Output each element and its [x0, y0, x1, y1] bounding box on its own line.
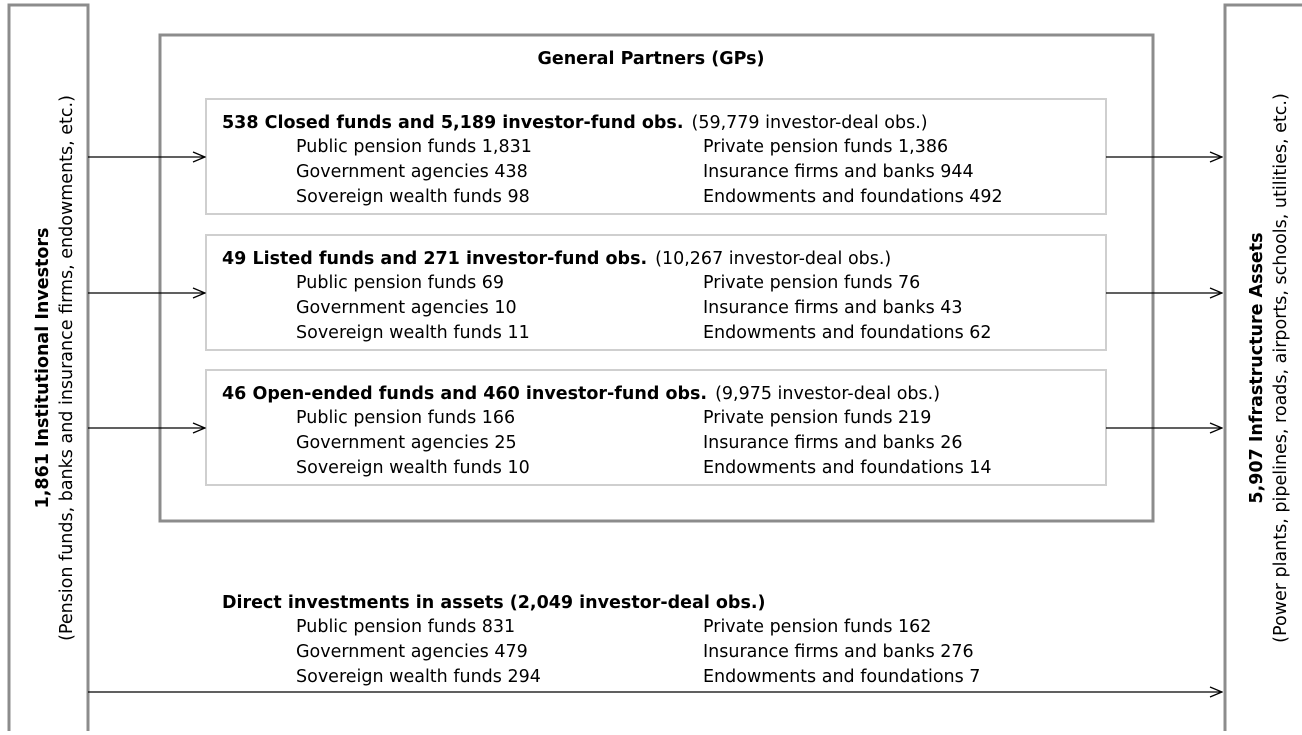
fund-heading: 538 Closed funds and 5,189 investor-fund…: [222, 113, 928, 133]
item: Private pension funds 76: [703, 273, 920, 293]
fund-note: (10,267 investor-deal obs.): [655, 249, 891, 269]
assets-box: [1223, 3, 1302, 735]
investors-box: [7, 3, 90, 735]
direct-title: Direct investments in assets (2,049 inve…: [222, 593, 766, 613]
fund-title: 49 Listed funds and 271 investor-fund ob…: [222, 249, 647, 269]
item: Government agencies 479: [296, 642, 528, 662]
fund-title: 538 Closed funds and 5,189 investor-fund…: [222, 113, 684, 133]
item: Insurance firms and banks 276: [703, 642, 974, 662]
gps-title: General Partners (GPs): [537, 49, 764, 69]
item: Endowments and foundations 14: [703, 458, 992, 478]
assets-title: 5,907 Infrastructure Assets: [1247, 232, 1267, 503]
item: Sovereign wealth funds 98: [296, 187, 530, 207]
item: Government agencies 10: [296, 298, 517, 318]
investors-title: 1,861 Institutional Investors: [33, 228, 53, 509]
assets-subtitle: (Power plants, pipelines, roads, airport…: [1271, 93, 1291, 643]
item: Government agencies 25: [296, 433, 517, 453]
item: Private pension funds 162: [703, 617, 931, 637]
item: Sovereign wealth funds 294: [296, 667, 541, 687]
fund-note: (9,975 investor-deal obs.): [715, 384, 940, 404]
item: Private pension funds 219: [703, 408, 931, 428]
item: Public pension funds 166: [296, 408, 515, 428]
item: Endowments and foundations 7: [703, 667, 980, 687]
fund-heading: 46 Open-ended funds and 460 investor-fun…: [222, 384, 940, 404]
item: Endowments and foundations 492: [703, 187, 1003, 207]
item: Insurance firms and banks 43: [703, 298, 963, 318]
item: Private pension funds 1,386: [703, 137, 948, 157]
item: Insurance firms and banks 26: [703, 433, 963, 453]
item: Public pension funds 69: [296, 273, 504, 293]
item: Public pension funds 831: [296, 617, 515, 637]
fund-note: (59,779 investor-deal obs.): [692, 113, 928, 133]
item: Sovereign wealth funds 11: [296, 323, 530, 343]
item: Government agencies 438: [296, 162, 528, 182]
gps-box: [158, 33, 1155, 523]
fund-title: 46 Open-ended funds and 460 investor-fun…: [222, 384, 707, 404]
item: Sovereign wealth funds 10: [296, 458, 530, 478]
fund-heading: 49 Listed funds and 271 investor-fund ob…: [222, 249, 891, 269]
item: Public pension funds 1,831: [296, 137, 532, 157]
investors-subtitle: (Pension funds, banks and insurance firm…: [57, 95, 77, 641]
item: Endowments and foundations 62: [703, 323, 992, 343]
item: Insurance firms and banks 944: [703, 162, 974, 182]
